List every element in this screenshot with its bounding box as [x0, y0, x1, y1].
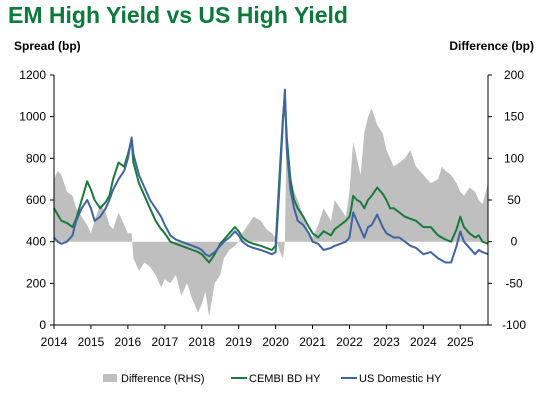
- legend-item-cembi-label: CEMBI BD HY: [249, 373, 321, 385]
- right-tick-label: 50: [507, 193, 521, 207]
- x-tick-label: 2024: [410, 335, 437, 349]
- difference-area: [54, 108, 488, 317]
- right-tick-label: 0: [511, 235, 518, 249]
- right-tick-label: 100: [504, 151, 524, 165]
- right-tick-label: -100: [502, 318, 526, 332]
- right-tick-label: 150: [504, 110, 524, 124]
- left-axis-title: Spread (bp): [14, 39, 81, 53]
- x-tick-label: 2018: [188, 335, 215, 349]
- x-tick-label: 2021: [299, 335, 326, 349]
- x-tick-label: 2020: [262, 335, 289, 349]
- legend-item-difference-swatch: [103, 374, 117, 382]
- x-tick-label: 2016: [115, 335, 142, 349]
- right-axis-title: Difference (bp): [449, 39, 534, 53]
- series-lines-layer: [53, 88, 489, 264]
- left-tick-label: 200: [26, 276, 46, 290]
- legend: Difference (RHS) CEMBI BD HY US Domestic H…: [103, 373, 442, 385]
- legend-item-difference-label: Difference (RHS): [121, 373, 205, 385]
- right-tick-label: 200: [504, 68, 524, 82]
- x-tick-label: 2019: [225, 335, 252, 349]
- left-tick-label: 600: [26, 193, 46, 207]
- x-tick-label: 2015: [78, 335, 105, 349]
- left-tick-label: 1200: [19, 68, 46, 82]
- left-tick-label: 800: [26, 151, 46, 165]
- legend-item-us-label: US Domestic HY: [359, 373, 442, 385]
- x-tick-label: 2017: [151, 335, 178, 349]
- left-tick-label: 400: [26, 235, 46, 249]
- x-tick-label: 2023: [373, 335, 400, 349]
- x-tick-label: 2014: [41, 335, 68, 349]
- chart-title: EM High Yield vs US High Yield: [8, 2, 348, 28]
- left-tick-label: 1000: [19, 110, 46, 124]
- us-domestic-hy-line: [53, 88, 489, 264]
- x-tick-label: 2025: [447, 335, 474, 349]
- left-tick-label: 0: [39, 318, 46, 332]
- axes-layer: 0 200 400 600 800 1000 1200 -100 -50 0 50 100 150 200…: [19, 68, 526, 349]
- x-tick-label: 2022: [336, 335, 363, 349]
- difference-area-layer: [54, 108, 488, 317]
- right-tick-label: -50: [505, 276, 523, 290]
